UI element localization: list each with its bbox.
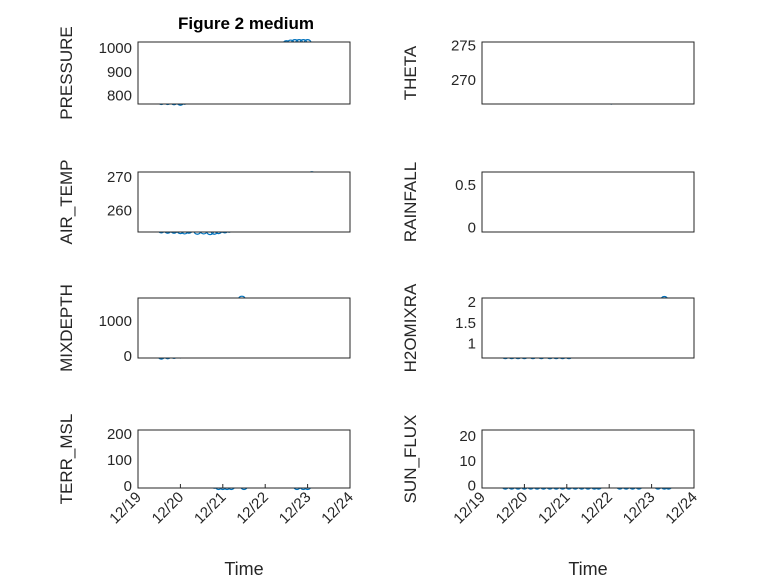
- x-tick-label: 12/24: [318, 489, 357, 528]
- subplot-h2omixra: 1 1.5 2 H2OMIXRA: [401, 283, 695, 372]
- y-axis-label: TERR_MSL: [57, 414, 76, 505]
- y-axis-label: SUN_FLUX: [401, 415, 420, 504]
- y-tick-label: 1000: [99, 40, 132, 57]
- axes-frame: [481, 171, 695, 233]
- x-tick-label: 12/22: [233, 489, 272, 528]
- y-axis-label: RAINFALL: [401, 162, 420, 242]
- y-tick-label: 260: [107, 202, 132, 219]
- axes-frame: [481, 429, 695, 489]
- x-axis-label: Time: [224, 559, 263, 579]
- subplot-pressure: 800 900 1000 PRESSURE: [57, 26, 351, 120]
- axes-frame: [137, 429, 351, 489]
- y-tick-label: 1.5: [455, 315, 476, 332]
- axes-frame: [137, 41, 351, 105]
- y-tick-label: 0: [468, 478, 476, 495]
- y-tick-label: 200: [107, 426, 132, 443]
- axes-frame: [137, 171, 351, 233]
- y-axis-label: PRESSURE: [57, 26, 76, 120]
- y-tick-label: 1000: [99, 313, 132, 330]
- axes-frame: [481, 41, 695, 105]
- axes-frame: [137, 297, 351, 359]
- x-tick-label: 12/19: [450, 489, 489, 528]
- y-tick-label: 900: [107, 64, 132, 81]
- subplot-rainfall: 0 0.5 RAINFALL: [401, 162, 695, 242]
- x-tick-label: 12/20: [149, 489, 188, 528]
- x-tick-label: 12/24: [662, 489, 701, 528]
- x-tick-label: 12/22: [577, 489, 616, 528]
- subplot-theta: 270 275 THETA: [401, 37, 695, 105]
- y-tick-label: 275: [451, 37, 476, 54]
- x-tick-label: 12/21: [535, 489, 574, 528]
- figure-title-group: Figure 2 medium: [178, 14, 314, 33]
- x-tick-label: 12/23: [620, 489, 659, 528]
- x-tick-label: 12/20: [493, 489, 532, 528]
- x-tick-label: 12/23: [276, 489, 315, 528]
- y-tick-label: 0.5: [455, 177, 476, 194]
- y-tick-label: 270: [107, 169, 132, 186]
- subplot-mixdepth: 0 1000 MIXDEPTH: [57, 284, 351, 372]
- subplot-air-temp: 260 270 AIR_TEMP: [57, 159, 351, 245]
- y-tick-label: 0: [124, 478, 132, 495]
- y-axis-label: H2OMIXRA: [401, 283, 420, 372]
- x-axis-label: Time: [568, 559, 607, 579]
- figure-title: Figure 2 medium: [178, 14, 314, 33]
- y-tick-label: 20: [459, 428, 476, 445]
- x-tick-label: 12/21: [191, 489, 230, 528]
- y-tick-label: 2: [468, 294, 476, 311]
- y-tick-label: 0: [468, 220, 476, 237]
- subplot-sun-flux: 0 10 20 SUN_FLUX 12/19 12/20 12/21 12/22 12/23 12…: [401, 415, 701, 579]
- y-tick-label: 100: [107, 452, 132, 469]
- y-axis-label: AIR_TEMP: [57, 159, 76, 244]
- y-tick-label: 0: [124, 348, 132, 365]
- y-axis-label: MIXDEPTH: [57, 284, 76, 372]
- axes-frame: [481, 297, 695, 359]
- y-tick-label: 270: [451, 72, 476, 89]
- y-tick-label: 800: [107, 88, 132, 105]
- y-axis-label: THETA: [401, 45, 420, 100]
- y-tick-label: 10: [459, 453, 476, 470]
- y-tick-label: 1: [468, 336, 476, 353]
